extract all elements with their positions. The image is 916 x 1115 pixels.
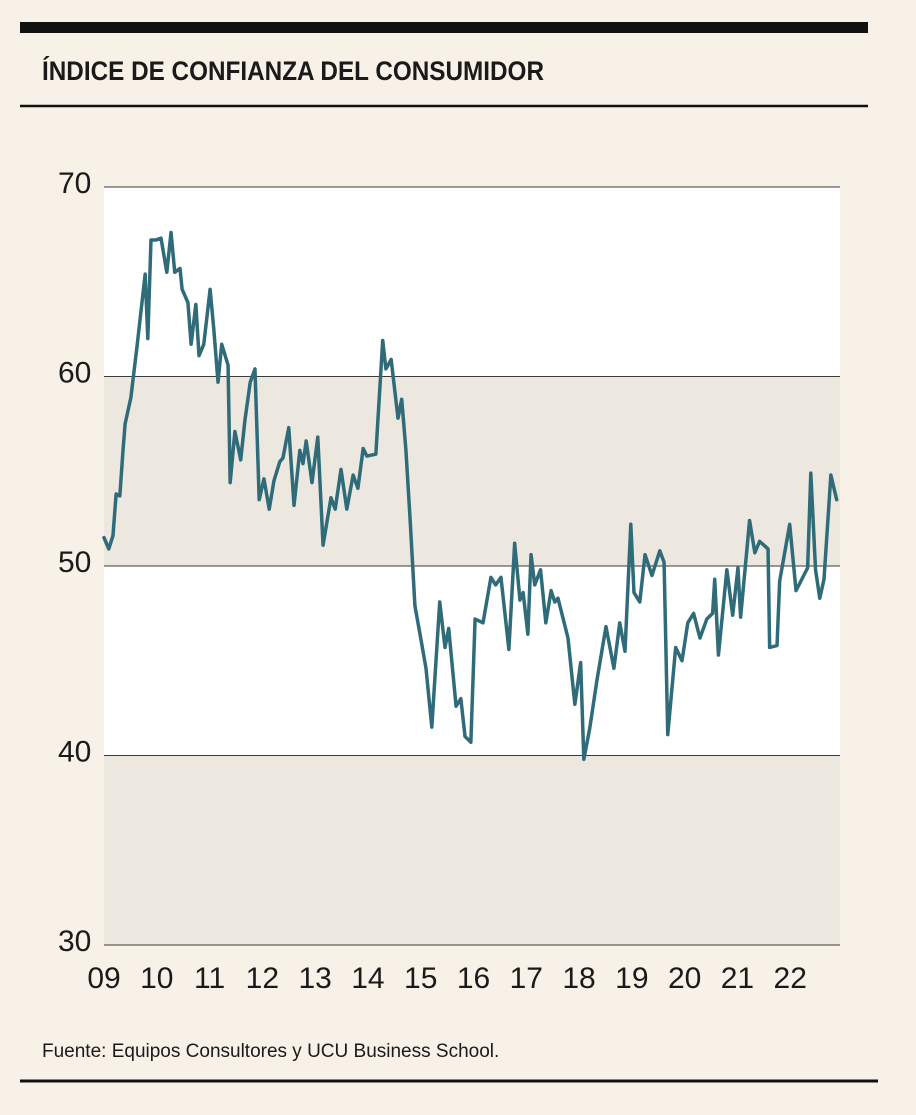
x-tick-label: 18	[562, 962, 595, 995]
x-tick-label: 13	[298, 962, 331, 995]
band	[104, 755, 840, 945]
y-tick-label: 60	[58, 356, 91, 389]
x-tick-label: 09	[87, 962, 120, 995]
band	[104, 187, 840, 377]
y-tick-label: 30	[58, 925, 91, 958]
series-line	[102, 230, 839, 762]
x-tick-label: 10	[140, 962, 173, 995]
chart-title: ÍNDICE DE CONFIANZA DEL CONSUMIDOR	[42, 55, 544, 86]
plot-area: 30 40 50 60 70 09 10 11 12 13 14 15 16 17 18 19 20 21 22	[58, 167, 840, 995]
x-tick-label: 11	[194, 962, 225, 995]
x-tick-label: 14	[351, 962, 384, 995]
x-tick-label: 22	[774, 962, 807, 995]
y-tick-label: 70	[58, 167, 91, 200]
x-tick-label: 16	[457, 962, 490, 995]
x-tick-label: 19	[615, 962, 648, 995]
x-tick-label: 21	[721, 962, 754, 995]
source-note: Fuente: Equipos Consultores y UCU Busine…	[42, 1041, 499, 1062]
y-tick-label: 50	[58, 546, 91, 579]
y-tick-label: 40	[58, 735, 91, 768]
band	[104, 376, 840, 566]
x-tick-label: 20	[668, 962, 701, 995]
top-bar	[20, 22, 868, 33]
x-tick-label: 12	[246, 962, 279, 995]
x-tick-label: 17	[510, 962, 543, 995]
x-tick-label: 15	[404, 962, 437, 995]
